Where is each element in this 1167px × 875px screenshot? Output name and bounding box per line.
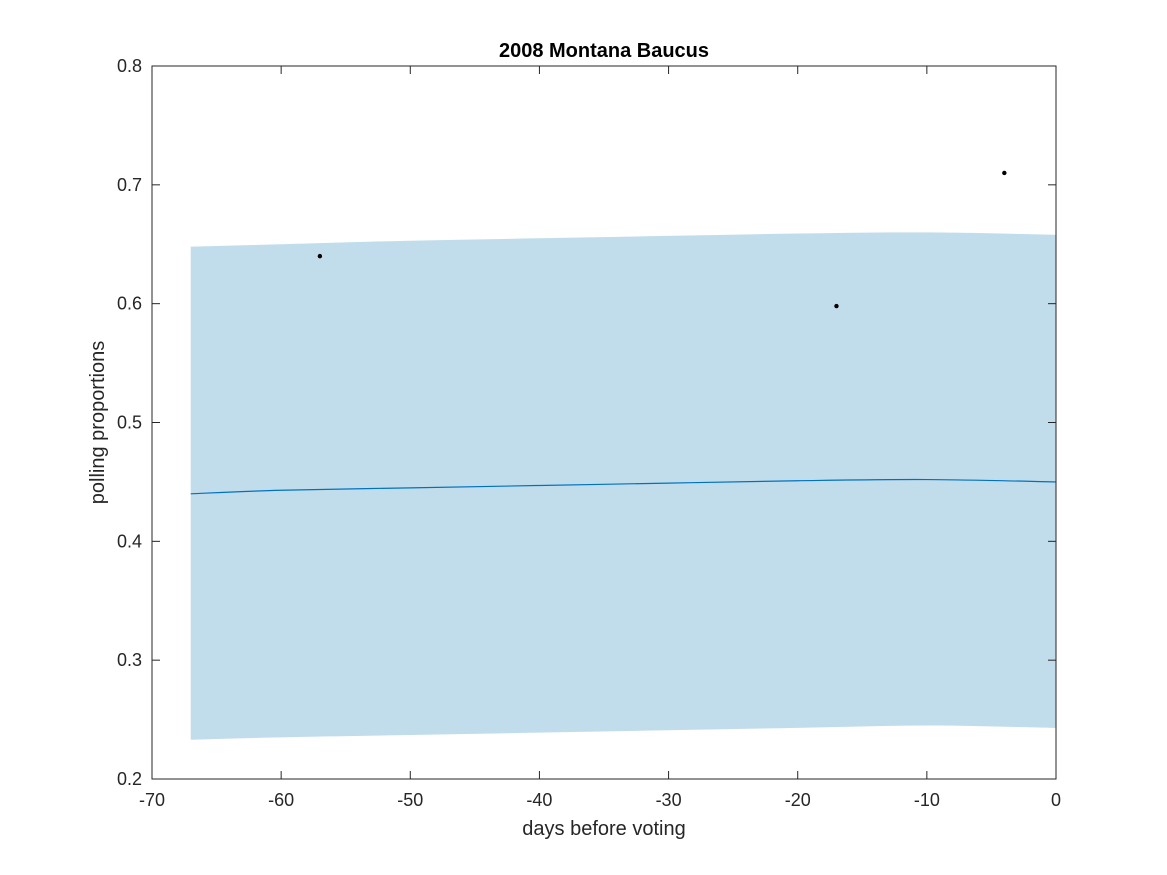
x-tick-label: 0	[1051, 790, 1061, 810]
x-tick-label: -10	[914, 790, 940, 810]
poll-point	[317, 253, 323, 259]
y-tick-label: 0.8	[117, 56, 142, 76]
confidence-band	[190, 232, 1057, 740]
trend-line-layer	[190, 478, 1057, 495]
x-tick-label: -60	[268, 790, 294, 810]
poll-point	[834, 303, 839, 309]
x-axis-ticks: -70 -60 -50 -40 -30 -20 -10 0	[139, 66, 1061, 810]
poll-point	[1002, 170, 1007, 176]
x-tick-label: -70	[139, 790, 165, 810]
trend-line	[190, 478, 1057, 495]
chart-title: 2008 Montana Baucus	[499, 40, 709, 62]
y-axis-label: polling proportions	[87, 341, 109, 504]
y-tick-label: 0.6	[117, 294, 142, 314]
confidence-band-layer	[190, 232, 1057, 740]
y-tick-label: 0.5	[117, 413, 142, 433]
y-tick-label: 0.4	[117, 531, 142, 551]
y-tick-label: 0.7	[117, 175, 142, 195]
x-tick-label: -40	[526, 790, 552, 810]
x-axis-label: days before voting	[522, 818, 685, 840]
y-tick-label: 0.2	[117, 769, 142, 789]
poll-points-layer	[317, 170, 1007, 309]
y-tick-label: 0.3	[117, 650, 142, 670]
x-tick-label: -50	[397, 790, 423, 810]
x-tick-label: -20	[785, 790, 811, 810]
y-axis-ticks: 0.2 0.3 0.4 0.5 0.6 0.7 0.8	[117, 56, 1056, 789]
x-tick-label: -30	[656, 790, 682, 810]
